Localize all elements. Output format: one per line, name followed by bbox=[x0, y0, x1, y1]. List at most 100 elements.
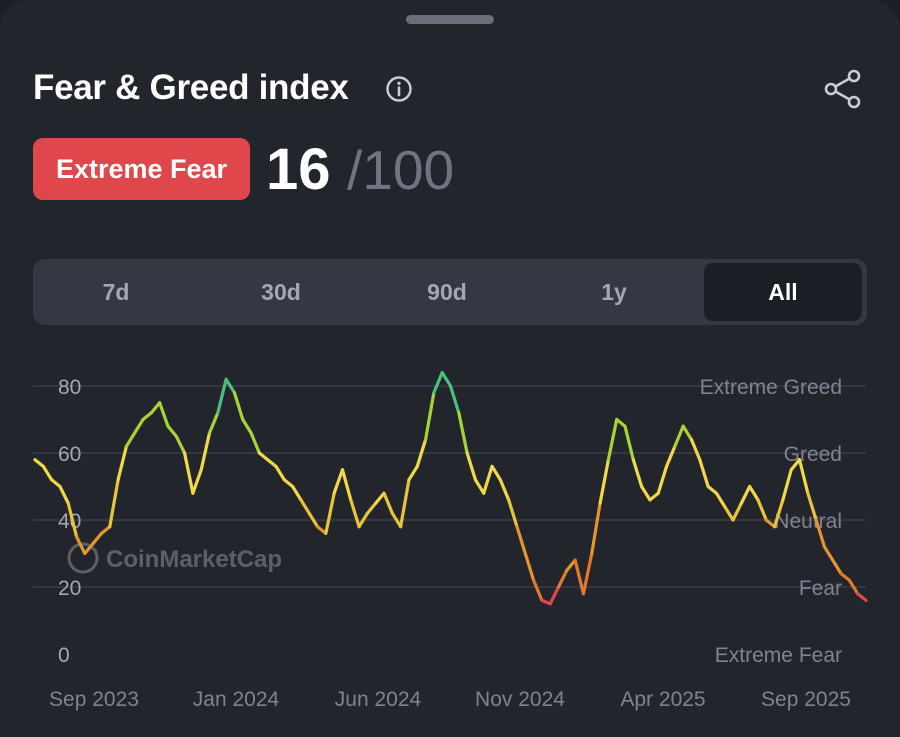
series-segment bbox=[149, 401, 162, 415]
series-segment bbox=[573, 558, 586, 596]
series-segment bbox=[822, 545, 835, 562]
series-segment bbox=[141, 411, 153, 422]
series-segment bbox=[631, 458, 644, 489]
series-segment bbox=[166, 424, 178, 438]
series-segment bbox=[490, 464, 502, 482]
series-segment bbox=[839, 572, 851, 582]
series-segment bbox=[556, 568, 569, 589]
series-segment bbox=[606, 417, 619, 462]
tab-7d[interactable]: 7d bbox=[102, 278, 130, 305]
series-segment bbox=[714, 491, 727, 509]
series-segment bbox=[158, 401, 170, 428]
series-segment bbox=[241, 417, 253, 435]
series-segment bbox=[623, 424, 635, 462]
series-segment bbox=[307, 511, 320, 529]
series-segment bbox=[116, 444, 129, 482]
series-segment bbox=[324, 491, 336, 535]
series-segment bbox=[332, 468, 345, 495]
series-segment bbox=[407, 464, 419, 482]
series-segment bbox=[764, 518, 777, 529]
series-segment bbox=[789, 458, 802, 472]
series-segment bbox=[856, 592, 868, 602]
series-segment bbox=[482, 464, 494, 495]
series-segment bbox=[249, 431, 261, 455]
series-segment bbox=[831, 558, 843, 576]
score-max: /100 bbox=[347, 139, 455, 201]
series-segment bbox=[216, 377, 228, 415]
y-tick-label: 60 bbox=[58, 443, 81, 466]
series-segment bbox=[664, 444, 677, 469]
score-value: 16 bbox=[266, 137, 331, 202]
series-segment bbox=[498, 478, 511, 502]
series-segment bbox=[191, 468, 203, 495]
tab-all[interactable]: All bbox=[704, 263, 862, 321]
series-segment bbox=[50, 478, 62, 489]
series-segment bbox=[66, 501, 79, 539]
series-segment bbox=[473, 478, 486, 495]
series-segment bbox=[58, 484, 70, 505]
y-tick-label: 0 bbox=[58, 644, 70, 667]
series-segment bbox=[340, 468, 353, 502]
series-segment bbox=[523, 551, 536, 582]
watermark-text: CoinMarketCap bbox=[106, 546, 282, 573]
series-segment bbox=[465, 451, 478, 482]
x-tick-label: Jan 2024 bbox=[193, 688, 280, 711]
series-segment bbox=[41, 464, 54, 482]
x-tick-label: Jun 2024 bbox=[335, 688, 422, 711]
coinmarketcap-logo-icon bbox=[67, 542, 99, 574]
series-segment bbox=[457, 411, 469, 455]
series-segment bbox=[590, 501, 602, 556]
zone-label: Extreme Greed bbox=[700, 376, 842, 399]
time-range-tabs: 7d 30d 90d 1y All bbox=[33, 259, 867, 325]
zone-label: Greed bbox=[784, 443, 842, 466]
series-segment bbox=[440, 370, 453, 388]
y-tick-label: 20 bbox=[58, 577, 81, 600]
series-segment bbox=[133, 417, 145, 435]
series-segment bbox=[282, 478, 295, 489]
series-segment bbox=[615, 417, 627, 428]
info-icon[interactable] bbox=[385, 75, 413, 103]
series-segment bbox=[681, 424, 694, 442]
zone-label: Extreme Fear bbox=[715, 644, 842, 667]
tab-90d[interactable]: 90d bbox=[427, 278, 467, 305]
series-segment bbox=[108, 478, 120, 529]
series-segment bbox=[706, 484, 719, 495]
zone-label: Neutral bbox=[774, 510, 842, 533]
series-segment bbox=[507, 498, 519, 529]
sheet-drag-handle[interactable] bbox=[406, 15, 494, 24]
series-segment bbox=[548, 585, 561, 606]
series-segment bbox=[581, 551, 594, 596]
series-segment bbox=[415, 437, 428, 469]
series-segment bbox=[299, 498, 311, 515]
series-segment bbox=[99, 525, 112, 535]
series-segment bbox=[598, 458, 610, 505]
series-segment bbox=[689, 437, 702, 462]
series-segment bbox=[673, 424, 685, 448]
series-segment bbox=[224, 377, 237, 395]
series-segment bbox=[515, 525, 527, 556]
sentiment-badge: Extreme Fear bbox=[33, 138, 250, 200]
series-segment bbox=[257, 451, 270, 462]
series-segment bbox=[74, 535, 87, 556]
series-segment bbox=[565, 558, 577, 572]
series-segment bbox=[390, 511, 403, 529]
series-segment bbox=[640, 484, 652, 502]
x-tick-label: Apr 2025 bbox=[620, 688, 705, 711]
series-segment bbox=[756, 498, 768, 522]
series-segment bbox=[723, 505, 735, 522]
series-segment bbox=[772, 498, 785, 529]
series-segment bbox=[382, 491, 394, 515]
x-tick-label: Sep 2023 bbox=[49, 688, 139, 711]
series-segment bbox=[739, 484, 752, 505]
series-segment bbox=[806, 491, 818, 522]
share-icon[interactable] bbox=[822, 68, 864, 110]
series-segment bbox=[91, 531, 104, 546]
series-segment bbox=[698, 458, 710, 489]
series-segment bbox=[124, 431, 137, 448]
series-segment bbox=[781, 468, 793, 502]
tab-30d[interactable]: 30d bbox=[261, 278, 301, 305]
watermark: CoinMarketCap bbox=[67, 542, 282, 574]
tab-1y[interactable]: 1y bbox=[601, 278, 627, 305]
page-title: Fear & Greed index bbox=[33, 68, 349, 107]
